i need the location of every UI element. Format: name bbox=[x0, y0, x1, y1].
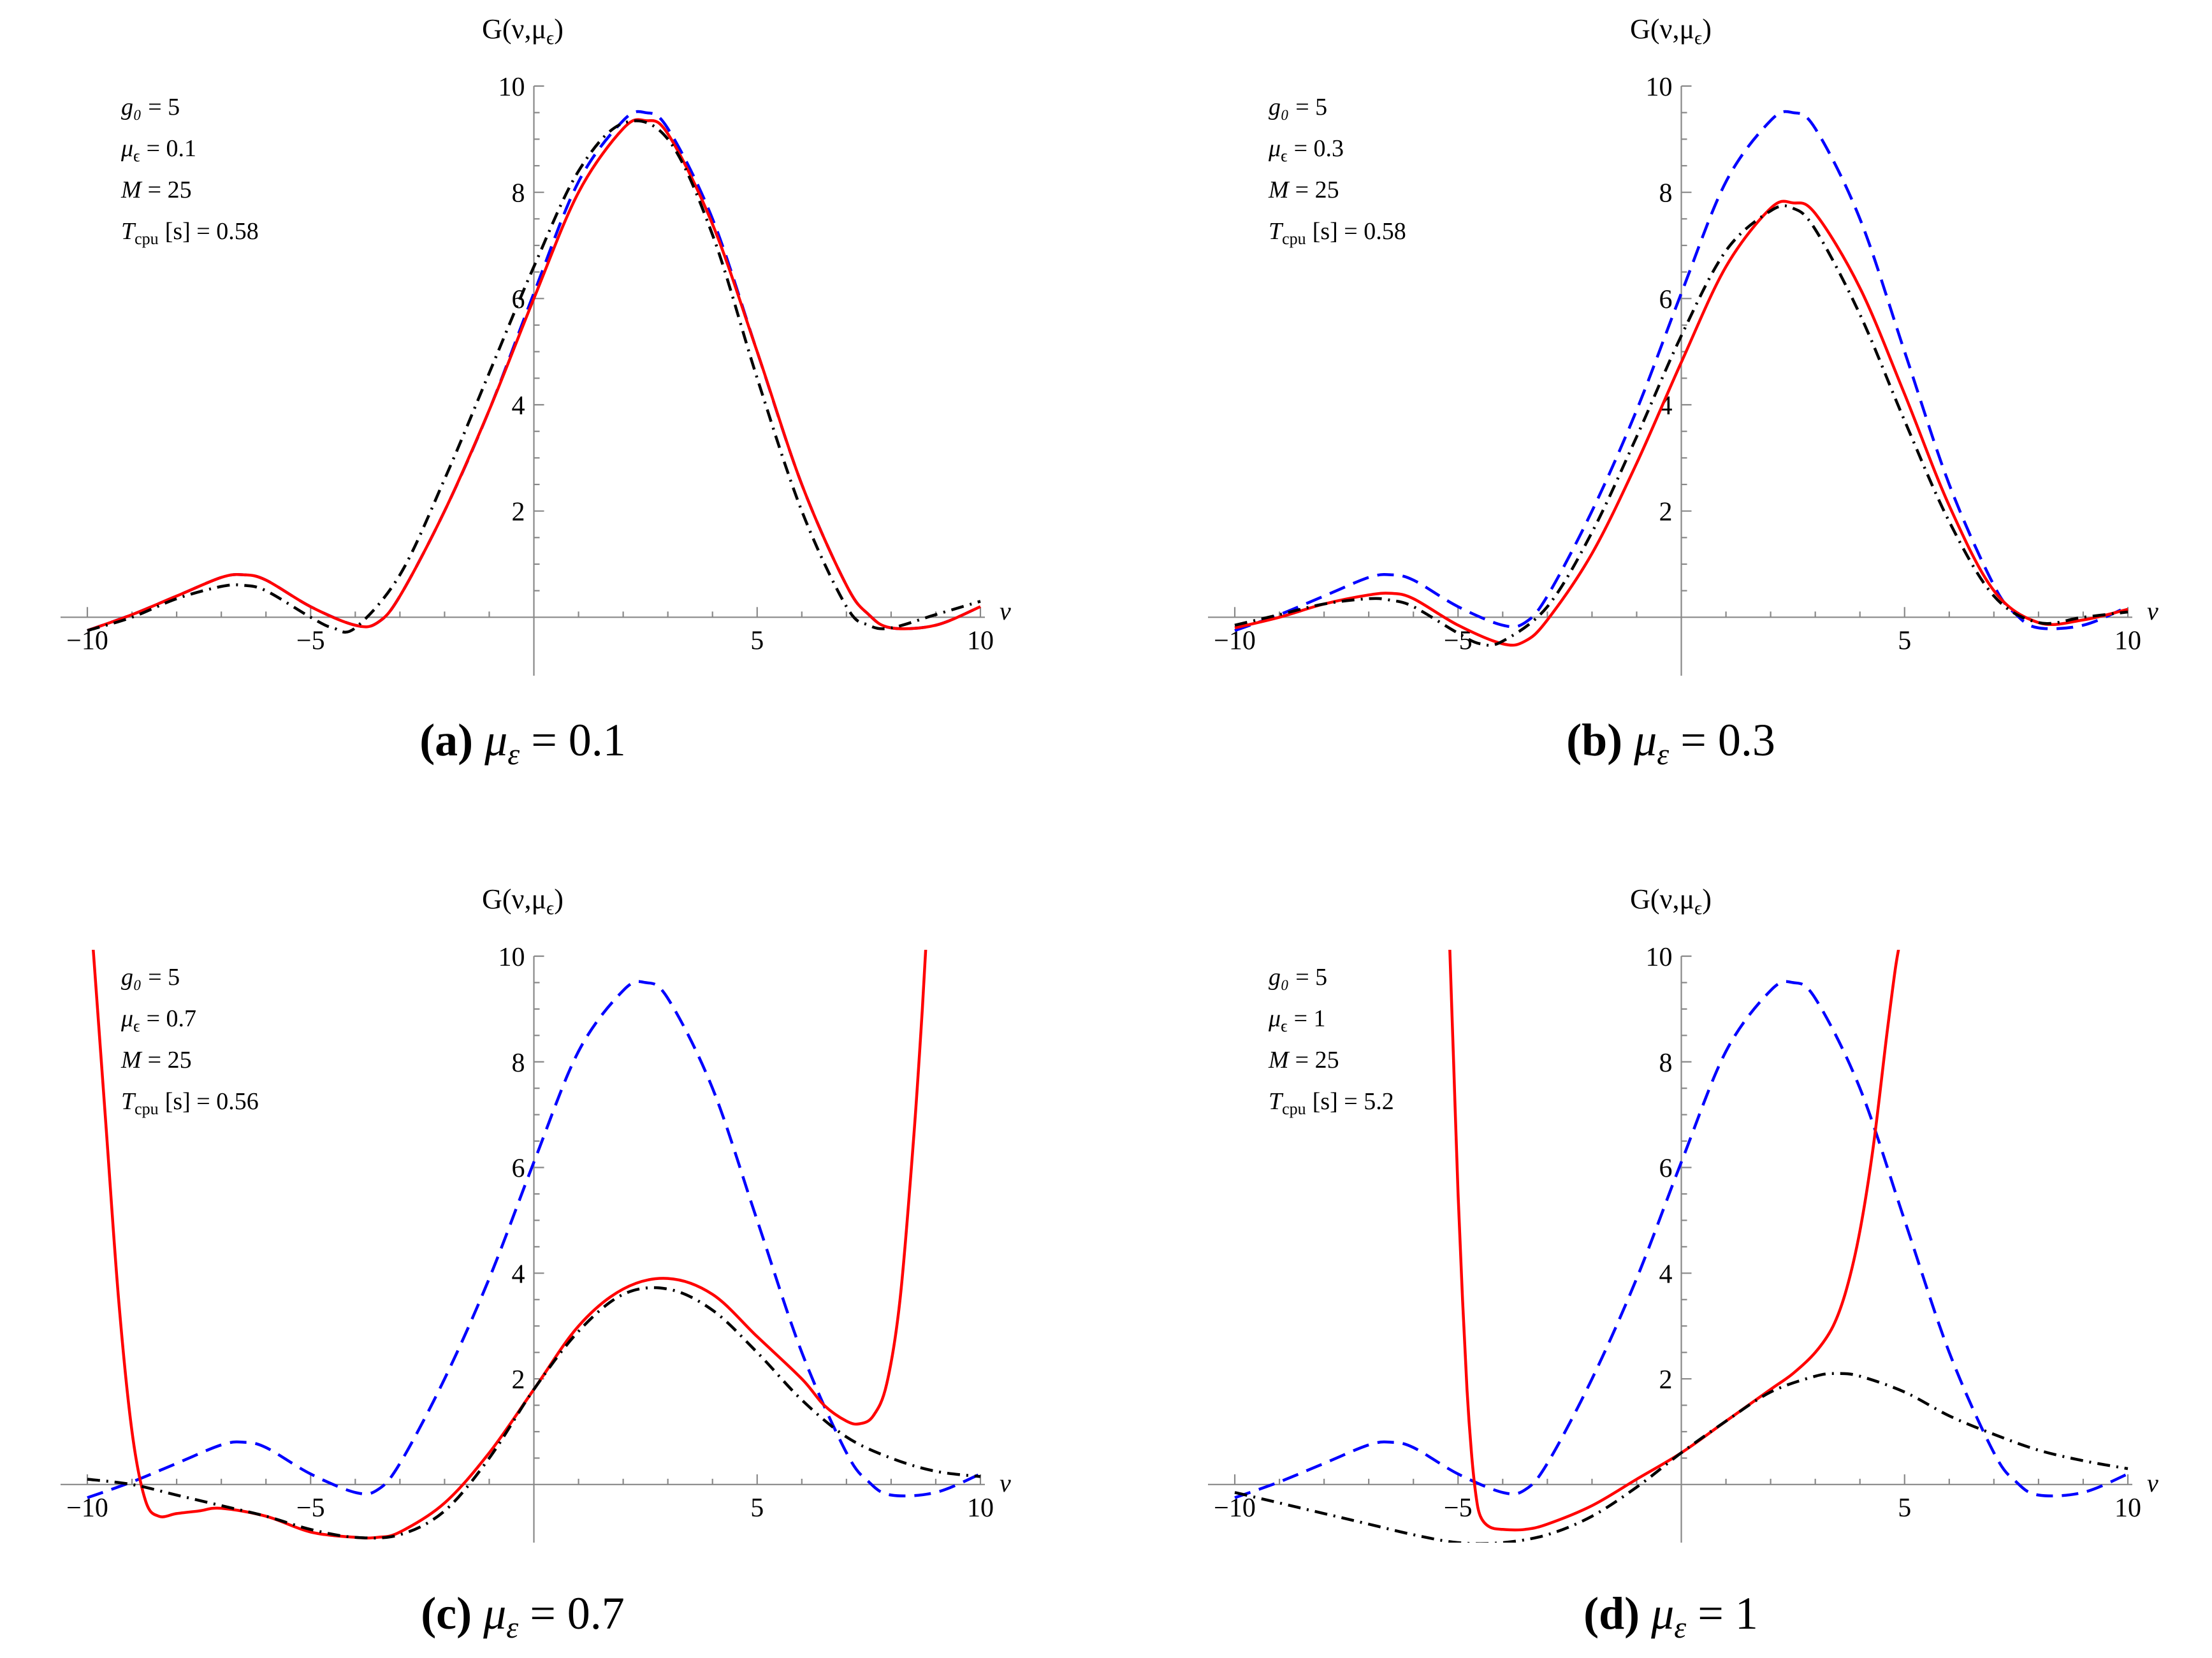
panel-caption: (c) με = 0.7 bbox=[421, 1588, 625, 1645]
annotation-m: M = 25 bbox=[1268, 1047, 1339, 1073]
y-tick-label: 10 bbox=[498, 943, 525, 972]
y-tick-label: 6 bbox=[512, 1154, 525, 1184]
annotation-block: g₀ = 5 μϵ = 0.7 M = 25 Tcpu [s] = 0.56 bbox=[120, 964, 259, 1118]
panel-c: −10 −5 5 10 2 4 6 8 10 G(ν,μϵ) ν g₀ = 5 μϵ = 0.7 M… bbox=[61, 884, 1011, 1645]
x-tick-label: 5 bbox=[750, 1494, 764, 1523]
series-solid bbox=[87, 118, 981, 632]
annotation-tcpu: Tcpu [s] = 5.2 bbox=[1269, 1088, 1394, 1118]
series-dash-dot bbox=[1234, 204, 2128, 647]
x-axis-label: ν bbox=[2147, 597, 2158, 625]
annotation-block: g₀ = 5 μϵ = 1 M = 25 Tcpu [s] = 5.2 bbox=[1268, 964, 1394, 1118]
annotation-g0: g₀ = 5 bbox=[1269, 964, 1327, 991]
x-tick-label: −10 bbox=[66, 1494, 108, 1523]
y-tick-label: 4 bbox=[512, 1260, 525, 1289]
annotation-m: M = 25 bbox=[1268, 177, 1339, 203]
x-tick-label: −5 bbox=[296, 626, 325, 655]
x-tick-label: −10 bbox=[66, 626, 108, 655]
series-solid bbox=[1448, 950, 1900, 1532]
annotation-g0: g₀ = 5 bbox=[121, 94, 180, 120]
panel-d: −10 −5 5 10 2 4 6 8 10 G(ν,μϵ) ν g₀ = 5 μϵ = 1 M = … bbox=[1208, 884, 2158, 1645]
x-tick-label: −10 bbox=[1214, 626, 1256, 655]
y-tick-label: 2 bbox=[512, 1365, 525, 1395]
x-tick-label: −10 bbox=[1214, 1494, 1256, 1523]
y-tick-label: 8 bbox=[1659, 1049, 1673, 1078]
annotation-m: M = 25 bbox=[120, 177, 192, 203]
x-tick-label: 10 bbox=[967, 626, 994, 655]
y-axis-label: G(ν,μϵ) bbox=[482, 884, 564, 919]
annotation-tcpu: Tcpu [s] = 0.58 bbox=[1269, 218, 1406, 248]
annotation-mu: μϵ = 0.3 bbox=[1268, 135, 1344, 165]
series-solid bbox=[92, 950, 928, 1539]
y-tick-label: 8 bbox=[1659, 179, 1673, 208]
x-tick-label: 10 bbox=[2114, 1494, 2141, 1523]
series-dash-dot bbox=[87, 119, 981, 634]
x-tick-label: 10 bbox=[2114, 626, 2141, 655]
panel-caption: (d) με = 1 bbox=[1583, 1588, 1758, 1645]
x-axis-label: ν bbox=[1000, 1469, 1011, 1497]
y-tick-label: 2 bbox=[1659, 498, 1673, 527]
series-solid bbox=[1234, 200, 2128, 647]
series-dashed bbox=[1234, 980, 2128, 1499]
x-tick-label: 5 bbox=[1898, 626, 1911, 655]
x-axis-label: ν bbox=[2147, 1469, 2158, 1497]
y-tick-label: 4 bbox=[1659, 391, 1673, 421]
x-tick-label: −5 bbox=[296, 1494, 325, 1523]
annotation-tcpu: Tcpu [s] = 0.56 bbox=[121, 1088, 259, 1118]
x-tick-label: 5 bbox=[1898, 1494, 1911, 1523]
y-tick-label: 8 bbox=[512, 1049, 525, 1078]
panel-caption: (a) με = 0.1 bbox=[419, 715, 626, 771]
x-tick-label: 10 bbox=[967, 1494, 994, 1523]
x-tick-label: −5 bbox=[1444, 1494, 1473, 1523]
series-dashed bbox=[1234, 110, 2128, 632]
series-dash-dot bbox=[87, 1286, 981, 1540]
y-tick-label: 2 bbox=[1659, 1365, 1673, 1395]
y-axis-label: G(ν,μϵ) bbox=[482, 13, 564, 48]
y-axis-label: G(ν,μϵ) bbox=[1630, 13, 1712, 48]
y-tick-label: 10 bbox=[1646, 73, 1673, 102]
annotation-block: g₀ = 5 μϵ = 0.3 M = 25 Tcpu [s] = 0.58 bbox=[1268, 94, 1406, 248]
x-tick-label: 5 bbox=[750, 626, 764, 655]
y-tick-label: 6 bbox=[1659, 285, 1673, 314]
y-tick-label: 6 bbox=[1659, 1154, 1673, 1184]
annotation-g0: g₀ = 5 bbox=[1269, 94, 1327, 120]
x-axis-label: ν bbox=[1000, 597, 1011, 625]
annotation-tcpu: Tcpu [s] = 0.58 bbox=[121, 218, 259, 248]
series-dashed bbox=[87, 980, 981, 1499]
panel-caption: (b) με = 0.3 bbox=[1566, 715, 1775, 771]
y-tick-label: 4 bbox=[512, 391, 525, 421]
annotation-mu: μϵ = 1 bbox=[1268, 1005, 1326, 1035]
y-tick-label: 4 bbox=[1659, 1260, 1673, 1289]
series-dash-dot bbox=[1234, 1372, 2128, 1543]
y-tick-label: 2 bbox=[512, 498, 525, 527]
annotation-block: g₀ = 5 μϵ = 0.1 M = 25 Tcpu [s] = 0.58 bbox=[120, 94, 259, 248]
y-tick-label: 10 bbox=[1646, 943, 1673, 972]
y-axis-label: G(ν,μϵ) bbox=[1630, 884, 1712, 919]
annotation-m: M = 25 bbox=[120, 1047, 192, 1073]
annotation-mu: μϵ = 0.7 bbox=[120, 1005, 196, 1035]
annotation-g0: g₀ = 5 bbox=[121, 964, 180, 991]
annotation-mu: μϵ = 0.1 bbox=[120, 135, 196, 165]
y-tick-label: 8 bbox=[512, 179, 525, 208]
y-tick-label: 10 bbox=[498, 73, 525, 102]
